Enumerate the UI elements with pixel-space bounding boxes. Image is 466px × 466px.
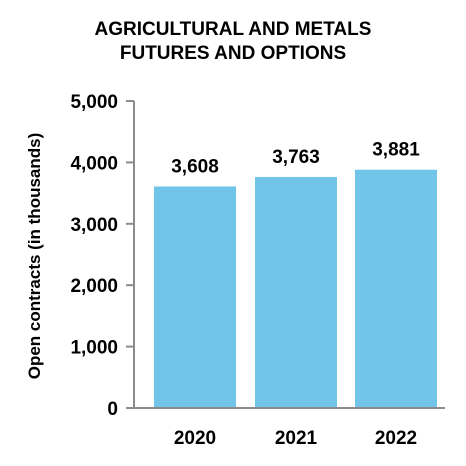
bars-layer xyxy=(154,169,437,408)
chart-title-line-2: FUTURES AND OPTIONS xyxy=(119,43,347,64)
x-tick-label-2020: 2020 xyxy=(174,428,216,449)
y-axis-title: Open contracts (in thousands) xyxy=(25,133,44,380)
y-tick-label: 3,000 xyxy=(70,215,118,236)
chart-title-line-1: AGRICULTURAL AND METALS xyxy=(94,19,372,40)
bar-2021 xyxy=(255,176,337,408)
bar-value-label: 3,881 xyxy=(372,140,420,161)
labels-layer: 3,608 3,763 3,881 0 1,000 2,000 3,000 4,000 5,00… xyxy=(25,92,420,449)
y-tick-label: 0 xyxy=(107,399,118,420)
bar-value-label: 3,763 xyxy=(272,147,320,168)
y-tick-label: 4,000 xyxy=(70,153,118,174)
bar-2020 xyxy=(154,186,236,408)
axes-layer xyxy=(126,100,445,409)
bar-value-label: 3,608 xyxy=(171,156,219,177)
x-tick-label-2021: 2021 xyxy=(275,428,318,449)
bar-2022 xyxy=(355,169,437,408)
y-tick-label: 1,000 xyxy=(70,338,118,359)
x-tick-label-2022: 2022 xyxy=(375,428,417,449)
y-tick-label: 5,000 xyxy=(70,92,118,113)
y-tick-label: 2,000 xyxy=(70,276,118,297)
